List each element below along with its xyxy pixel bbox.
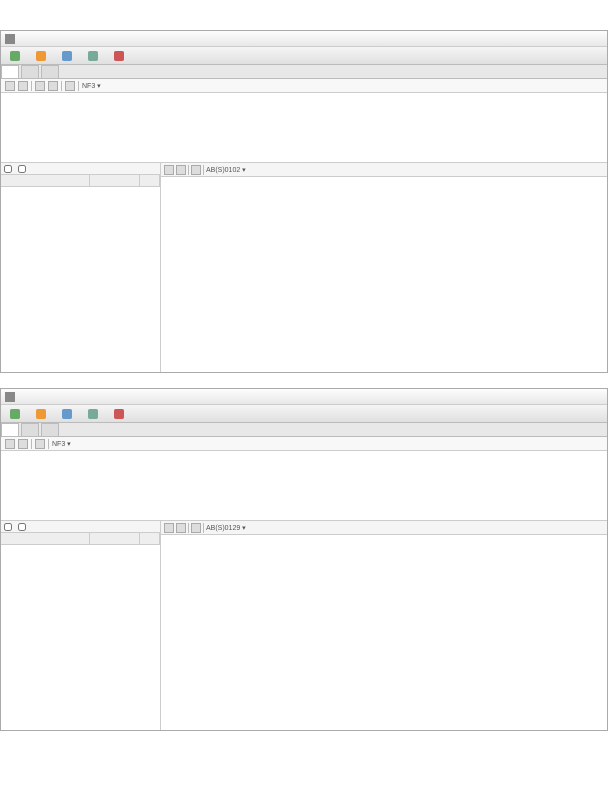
info-button[interactable] <box>57 49 79 63</box>
tree-controls <box>1 163 160 175</box>
tab-temp-pressure[interactable] <box>41 423 59 436</box>
spectrum-id-label: AB(S)0102 ▾ <box>206 166 246 174</box>
go-button[interactable] <box>5 407 27 421</box>
zoom-out-icon[interactable] <box>18 439 28 449</box>
transfer-icon <box>36 51 46 61</box>
info-icon <box>62 51 72 61</box>
main-toolbar <box>1 47 607 65</box>
nf3-label: NF3 ▾ <box>52 440 71 448</box>
app-icon <box>5 34 15 44</box>
tree-header <box>1 533 160 545</box>
transfer-icon <box>36 409 46 419</box>
current-sample-checkbox[interactable] <box>4 165 12 173</box>
pan-icon[interactable] <box>191 165 201 175</box>
spectrum-toolbar: AB(S)0129 ▾ <box>161 521 607 535</box>
tab-analysis[interactable] <box>1 423 19 436</box>
close-button[interactable] <box>109 49 131 63</box>
zoom-out-icon[interactable] <box>176 523 186 533</box>
file-list-panel <box>1 521 161 730</box>
concentration-time-chart[interactable] <box>1 93 607 163</box>
transfer-button[interactable] <box>31 49 53 63</box>
zoom-out-icon[interactable] <box>176 165 186 175</box>
series-view-window-1: NF3 ▾ AB(S <box>0 30 608 373</box>
spectrum-panel: AB(S)0129 ▾ <box>161 521 607 730</box>
info-button[interactable] <box>57 407 79 421</box>
hide-errors-checkbox[interactable] <box>18 523 26 531</box>
spectrum-chart[interactable] <box>161 177 607 372</box>
pan-icon[interactable] <box>35 439 45 449</box>
concentration-time-chart[interactable] <box>1 451 607 521</box>
chart-toolbar: NF3 ▾ <box>1 79 607 93</box>
spectrum-chart[interactable] <box>161 535 607 730</box>
display-icon <box>88 51 98 61</box>
tree-controls <box>1 521 160 533</box>
pan-icon[interactable] <box>191 523 201 533</box>
tab-fp-corrected[interactable] <box>21 65 39 78</box>
tab-strip <box>1 65 607 79</box>
zoom-out-icon[interactable] <box>18 81 28 91</box>
window-titlebar[interactable] <box>1 31 607 47</box>
tree-header <box>1 175 160 187</box>
export-icon[interactable] <box>65 81 75 91</box>
current-sample-checkbox[interactable] <box>4 523 12 531</box>
tab-fp-corrected[interactable] <box>21 423 39 436</box>
go-icon <box>10 51 20 61</box>
series-view-window-2: NF3 ▾ AB(S <box>0 388 608 731</box>
zoom-in-icon[interactable] <box>164 523 174 533</box>
display-button[interactable] <box>83 407 105 421</box>
select-icon[interactable] <box>48 81 58 91</box>
window-titlebar[interactable] <box>1 389 607 405</box>
file-list-panel <box>1 163 161 372</box>
display-icon <box>88 409 98 419</box>
close-icon <box>114 51 124 61</box>
tab-temp-pressure[interactable] <box>41 65 59 78</box>
zoom-in-icon[interactable] <box>5 439 15 449</box>
spectrum-panel: AB(S)0102 ▾ <box>161 163 607 372</box>
spectrum-toolbar: AB(S)0102 ▾ <box>161 163 607 177</box>
chart-toolbar: NF3 ▾ <box>1 437 607 451</box>
info-icon <box>62 409 72 419</box>
go-button[interactable] <box>5 49 27 63</box>
display-button[interactable] <box>83 49 105 63</box>
zoom-in-icon[interactable] <box>5 81 15 91</box>
tab-strip <box>1 423 607 437</box>
transfer-button[interactable] <box>31 407 53 421</box>
spectrum-id-label: AB(S)0129 ▾ <box>206 524 246 532</box>
app-icon <box>5 392 15 402</box>
zoom-in-icon[interactable] <box>164 165 174 175</box>
tab-analysis[interactable] <box>1 65 19 78</box>
go-icon <box>10 409 20 419</box>
close-icon <box>114 409 124 419</box>
pan-icon[interactable] <box>35 81 45 91</box>
hide-errors-checkbox[interactable] <box>18 165 26 173</box>
close-button[interactable] <box>109 407 131 421</box>
nf3-label: NF3 ▾ <box>82 82 101 90</box>
main-toolbar <box>1 405 607 423</box>
